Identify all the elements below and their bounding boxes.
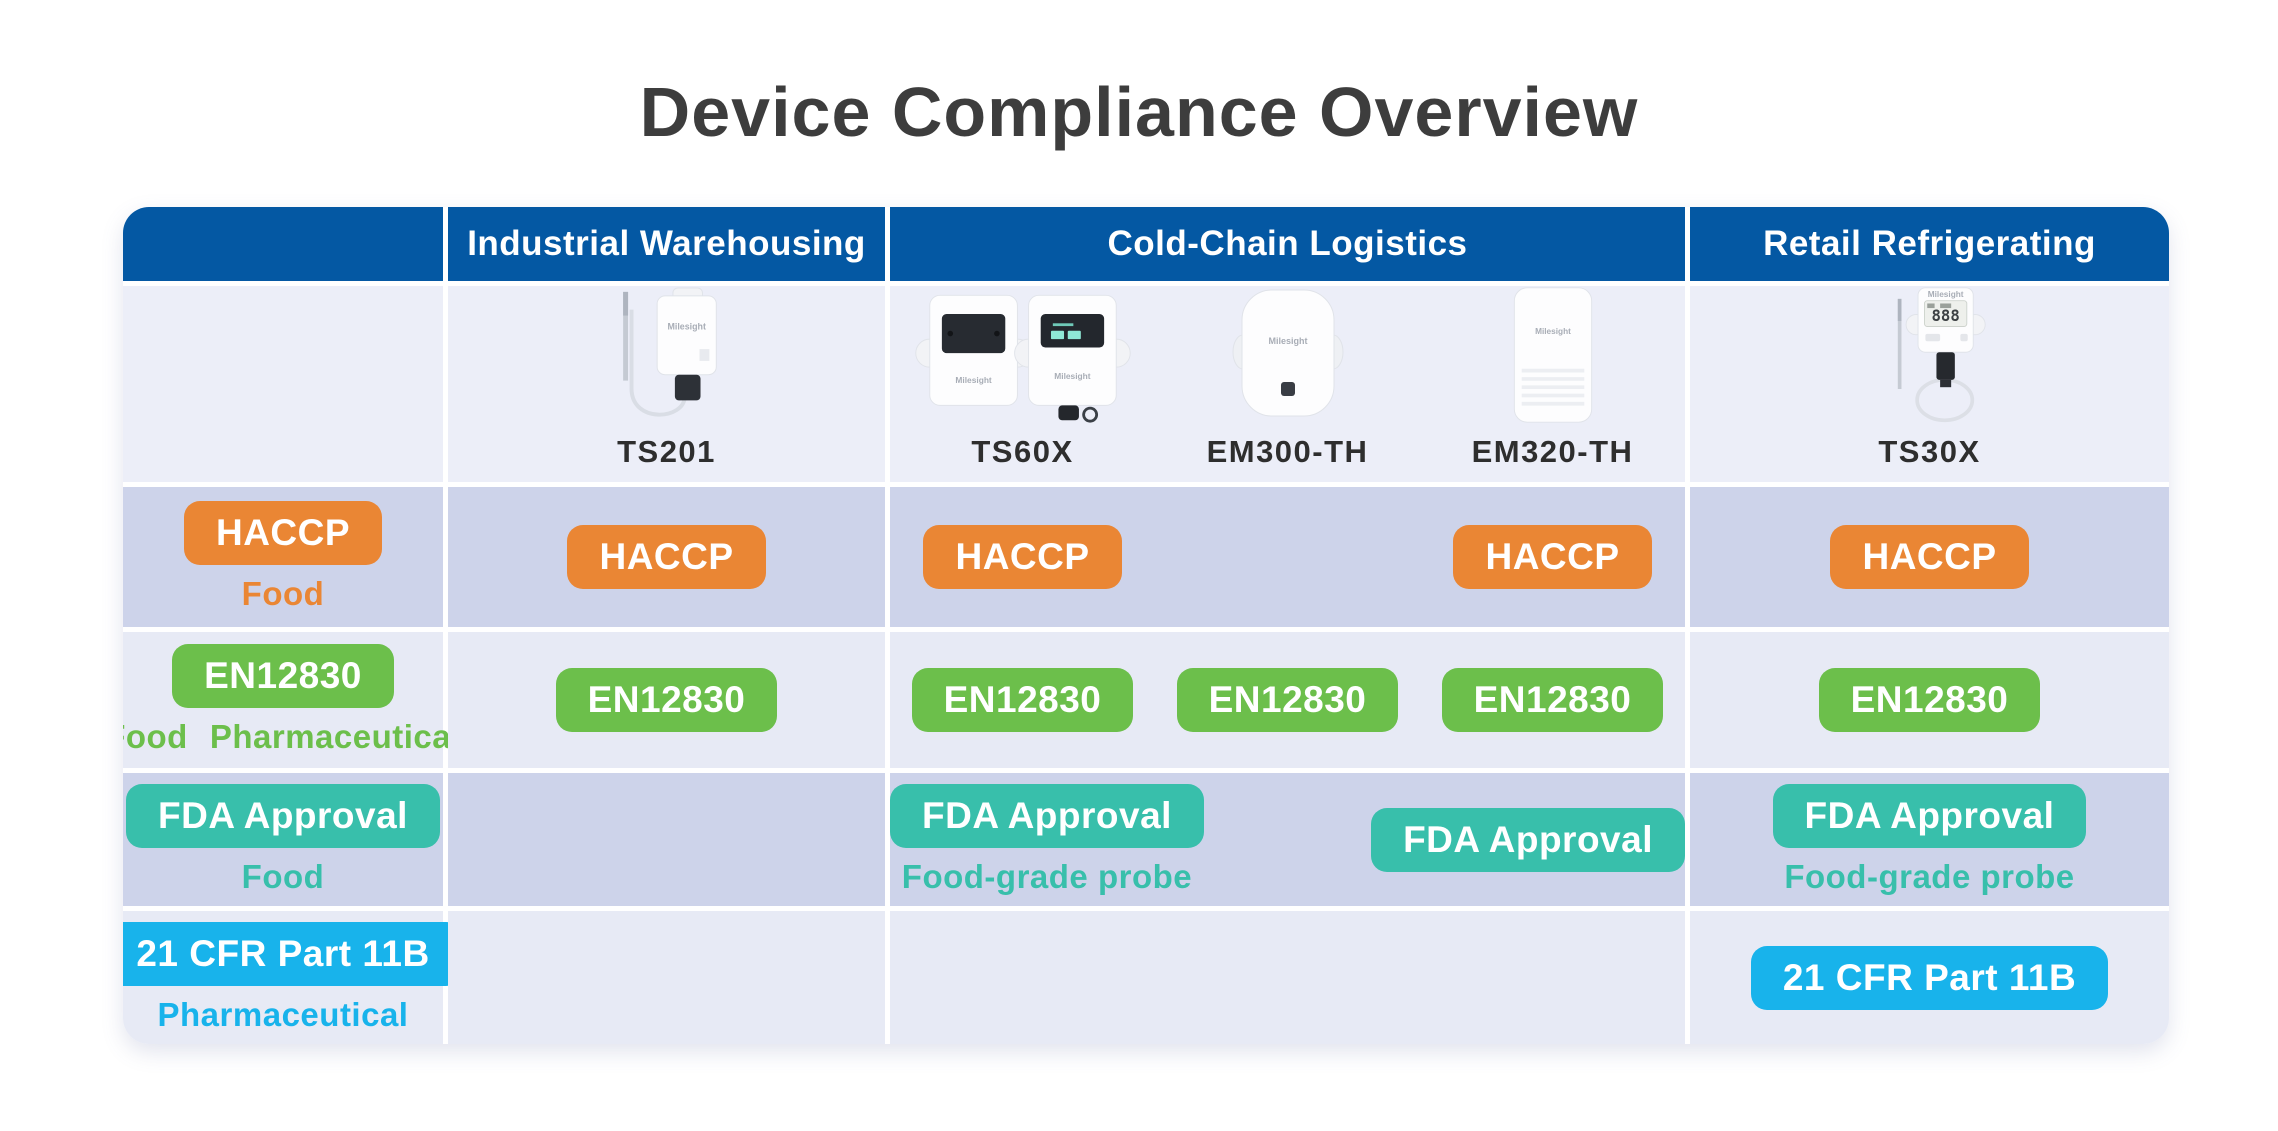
haccp-cell-ts30x: HACCP	[1690, 487, 2169, 627]
fda-approval-badge: FDA Approval	[890, 783, 1204, 848]
fda-slot-em320: FDA Approval	[1371, 773, 1685, 906]
haccp-badge: HACCP	[183, 501, 383, 565]
cfr-row-label-cell: 21 CFR Part 11B Pharmaceutical	[123, 911, 462, 1044]
en12830-badge: EN12830	[172, 644, 394, 708]
cfr-slot-em320-empty	[1420, 911, 1685, 1044]
en12830-slot-em300: EN12830	[1155, 632, 1420, 768]
fda-scope-label: Food	[241, 857, 325, 895]
fda-slot-ts60x: FDA Approval Food-grade probe	[890, 773, 1204, 906]
cfr-cell-ts30x: 21 CFR Part 11B	[1690, 911, 2169, 1044]
svg-text:Milesight: Milesight	[667, 321, 705, 331]
fda-row-label-cell: FDA Approval Food	[123, 773, 443, 906]
en12830-badge: EN12830	[911, 668, 1134, 732]
en12830-scope-food: Food	[123, 718, 188, 755]
svg-text:Milesight: Milesight	[1054, 371, 1091, 381]
cfr-cell-ts201-empty	[448, 911, 885, 1044]
device-slot-em300: Milesight EM300-TH	[1155, 286, 1420, 482]
cfr-scope-label: Pharmaceutical	[157, 995, 409, 1033]
device-cell-ts201: Milesight TS201	[448, 286, 885, 482]
fda-probe-note: Food-grade probe	[901, 857, 1193, 895]
svg-text:Milesight: Milesight	[955, 375, 992, 385]
en12830-badge: EN12830	[1818, 668, 2041, 732]
header-industrial-label: Industrial Warehousing	[467, 224, 866, 263]
header-coldchain-label: Cold-Chain Logistics	[1107, 224, 1468, 263]
device-cell-ts30x: Milesight 888 TS30X	[1690, 286, 2169, 482]
en12830-scope-label: Food Pharmaceutical	[123, 718, 461, 756]
haccp-cell-ts201: HACCP	[448, 487, 885, 627]
cfr-cell-coldchain-empty	[890, 911, 1685, 1044]
fda-cell-ts201-empty	[448, 773, 885, 906]
fda-approval-badge: FDA Approval	[1772, 783, 2087, 848]
haccp-slot-ts60x: HACCP	[890, 487, 1155, 627]
haccp-slot-em320: HACCP	[1420, 487, 1685, 627]
haccp-scope-label: Food	[241, 575, 325, 612]
svg-text:Milesight: Milesight	[1535, 327, 1571, 336]
device-label-ts201: TS201	[617, 434, 716, 469]
device-image-ts30x: Milesight 888	[1897, 287, 1986, 423]
en12830-cell-ts201: EN12830	[448, 632, 885, 768]
page-title: Device Compliance Overview	[639, 73, 1639, 151]
en12830-cell-ts30x: EN12830	[1690, 632, 2169, 768]
device-row-label-cell	[123, 286, 443, 482]
fda-approval-badge: FDA Approval	[126, 783, 440, 848]
svg-text:888: 888	[1931, 306, 1959, 325]
en12830-badge: EN12830	[555, 668, 778, 732]
en12830-slot-ts60x: EN12830	[890, 632, 1155, 768]
haccp-row-label-cell: HACCP Food	[123, 487, 443, 627]
header-industrial-warehousing: Industrial Warehousing	[448, 207, 885, 281]
header-retail-refrigerating: Retail Refrigerating	[1690, 207, 2169, 281]
en12830-slot-em320: EN12830	[1420, 632, 1685, 768]
device-label-ts30x: TS30X	[1878, 434, 1981, 469]
en12830-cell-coldchain: EN12830 EN12830 EN12830	[890, 632, 1685, 768]
fda-slot-em300-empty	[1204, 773, 1371, 906]
svg-text:Milesight: Milesight	[1927, 290, 1963, 299]
compliance-table: Industrial Warehousing Cold-Chain Logist…	[123, 207, 2169, 1044]
device-image-em300-th: Milesight	[1232, 289, 1343, 417]
device-image-ts201: Milesight	[622, 287, 717, 417]
header-blank-cell	[123, 207, 443, 281]
fda-approval-badge: FDA Approval	[1371, 807, 1685, 872]
cfr-slot-ts60x-empty	[890, 911, 1155, 1044]
haccp-cell-coldchain: HACCP HACCP	[890, 487, 1685, 627]
device-label-ts60x: TS60X	[971, 434, 1074, 469]
device-image-em320-th: Milesight	[1513, 287, 1592, 423]
en12830-badge: EN12830	[1176, 668, 1399, 732]
header-cold-chain-logistics: Cold-Chain Logistics	[890, 207, 1685, 281]
device-slot-em320: Milesight EM320-TH	[1420, 286, 1685, 482]
en12830-scope-pharma: Pharmaceutical	[209, 718, 461, 755]
cfr-part11b-badge: 21 CFR Part 11B	[1750, 945, 2109, 1010]
fda-cell-coldchain: FDA Approval Food-grade probe FDA Approv…	[890, 773, 1685, 906]
cfr-slot-em300-empty	[1155, 911, 1420, 1044]
device-cell-coldchain: Milesight Milesight TS60X	[890, 286, 1685, 482]
device-label-em320-th: EM320-TH	[1471, 434, 1634, 469]
svg-text:Milesight: Milesight	[1268, 336, 1307, 346]
cfr-part11b-badge: 21 CFR Part 11B	[123, 921, 462, 986]
haccp-slot-em300-empty	[1155, 487, 1420, 627]
en12830-badge: EN12830	[1441, 668, 1664, 732]
header-retail-label: Retail Refrigerating	[1763, 224, 2096, 263]
fda-cell-ts30x: FDA Approval Food-grade probe	[1690, 773, 2169, 906]
device-image-ts60x: Milesight Milesight	[914, 294, 1131, 423]
device-slot-ts60x: Milesight Milesight TS60X	[890, 286, 1155, 482]
haccp-badge: HACCP	[567, 525, 766, 589]
fda-probe-note: Food-grade probe	[1784, 857, 2075, 895]
haccp-badge: HACCP	[1830, 525, 2029, 589]
device-label-em300-th: EM300-TH	[1206, 434, 1369, 469]
haccp-badge: HACCP	[1453, 525, 1652, 589]
haccp-badge: HACCP	[923, 525, 1122, 589]
en12830-row-label-cell: EN12830 Food Pharmaceutical	[123, 632, 460, 768]
